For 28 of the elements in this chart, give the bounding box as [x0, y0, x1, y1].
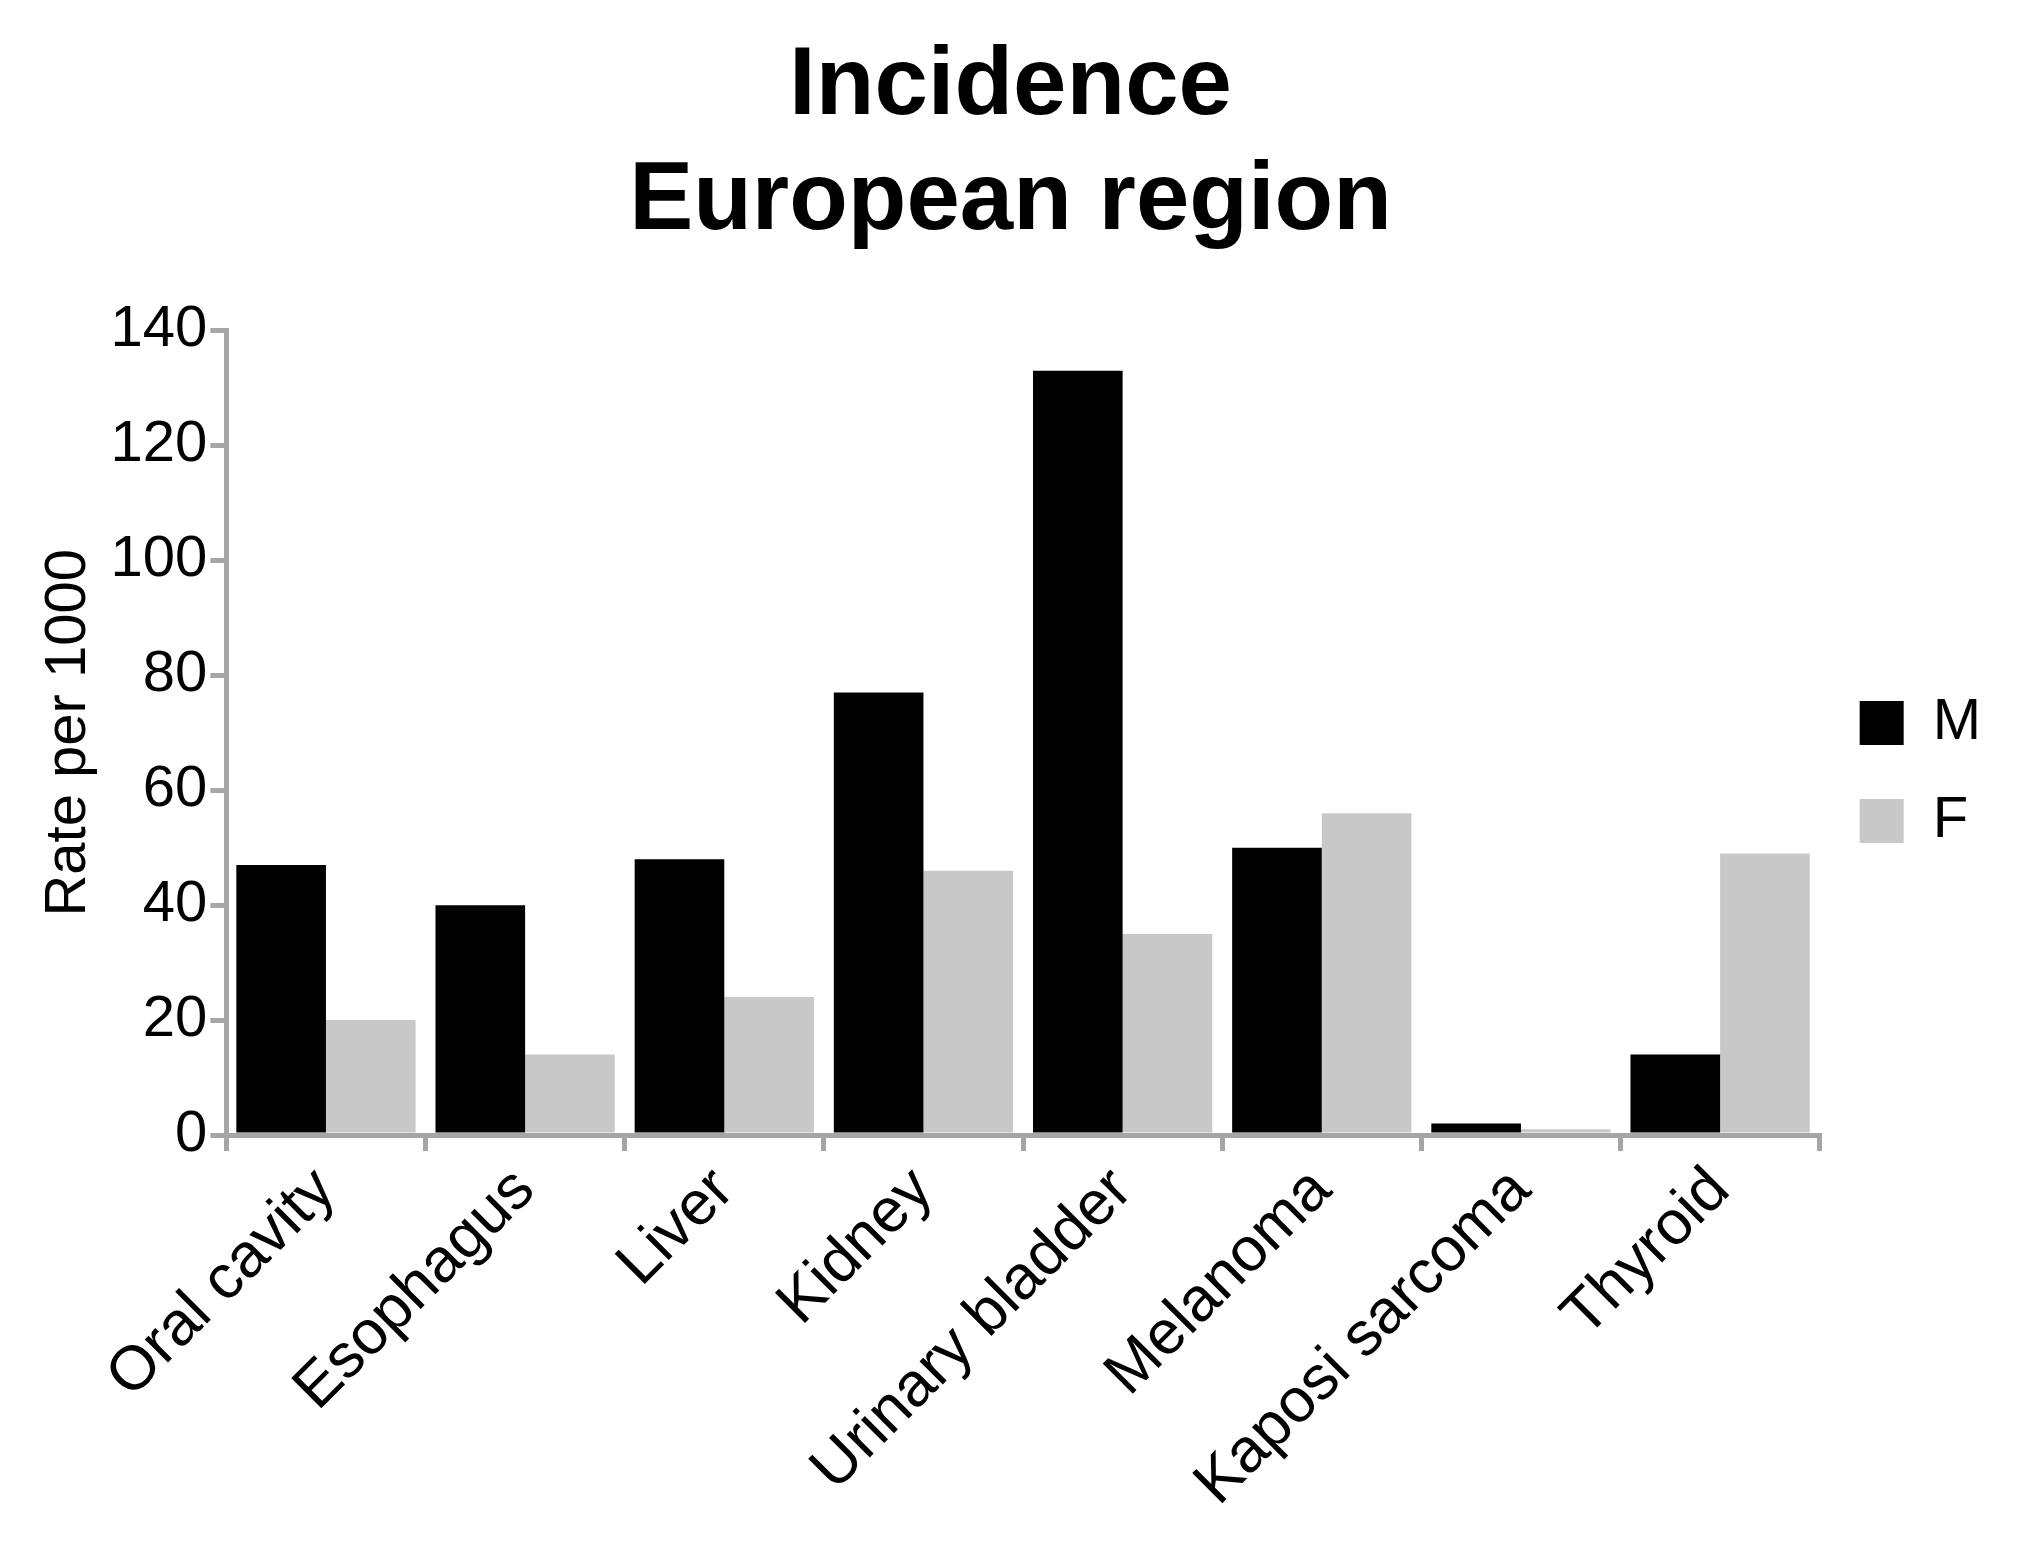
bar [1431, 1123, 1521, 1133]
y-tick-label: 80 [142, 638, 208, 704]
bar [236, 864, 326, 1133]
bar [1232, 847, 1322, 1133]
bar [1032, 370, 1123, 1133]
legend-label: F [1932, 784, 1969, 849]
legend-label: M [1932, 686, 1982, 751]
bar [923, 870, 1014, 1133]
bar [724, 997, 814, 1133]
bar [435, 905, 526, 1133]
y-tick-label: 20 [142, 983, 208, 1049]
bar [1321, 813, 1412, 1133]
y-tick-label: 140 [110, 293, 208, 359]
bar [325, 1020, 416, 1133]
y-axis-title: Rate per 1000 [31, 548, 97, 917]
bar [1630, 1054, 1721, 1133]
bar [1520, 1129, 1611, 1133]
y-tick-label: 40 [142, 868, 208, 934]
bar [1122, 933, 1213, 1133]
y-tick-label: 120 [110, 408, 208, 474]
y-tick-label: 0 [175, 1098, 208, 1164]
bar [634, 859, 725, 1133]
y-tick-label: 100 [110, 523, 208, 589]
bar [1720, 853, 1810, 1133]
bar [833, 692, 924, 1133]
chart-title: Incidence European region [629, 27, 1392, 250]
bar [525, 1054, 615, 1133]
y-tick-label: 60 [142, 753, 208, 819]
